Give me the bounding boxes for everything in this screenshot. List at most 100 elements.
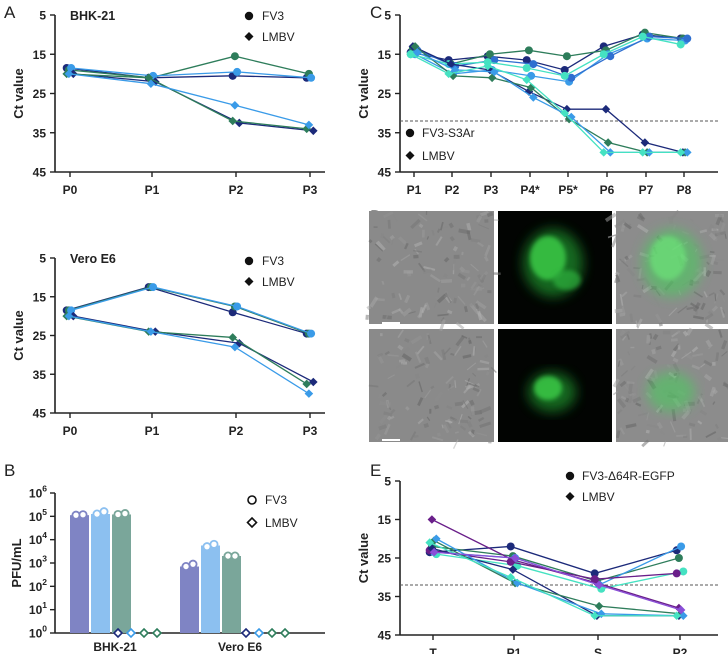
cell-speckle (406, 379, 416, 388)
cell-speckle (466, 276, 471, 282)
panel-letter-c: C (370, 3, 382, 22)
cell-speckle (621, 291, 628, 298)
y-tick-label: 5 (39, 252, 46, 266)
bar-group (70, 510, 89, 633)
data-point (490, 67, 499, 77)
cell-speckle (392, 260, 400, 268)
cell-speckle (677, 344, 681, 350)
legend-a2: FV3 LMBV (244, 254, 295, 289)
cell-speckle (659, 430, 665, 436)
cell-speckle (706, 319, 708, 323)
series-diamond-light_blue (64, 311, 314, 398)
y-tick-label: 35 (33, 368, 47, 382)
cell-speckle (417, 418, 424, 425)
cell-speckle (638, 412, 649, 417)
data-point-open-diamond (240, 627, 252, 639)
series-line (66, 73, 307, 130)
y-tick-label: 15 (378, 513, 392, 527)
legend-label-fv3: FV3 (262, 9, 284, 23)
cell-speckle (437, 287, 440, 293)
cell-speckle (621, 306, 626, 315)
data-point (233, 302, 242, 311)
cell-speckle (435, 236, 443, 247)
cell-speckle (476, 215, 483, 223)
y-tick-label: 5 (384, 475, 391, 489)
series-circle-navy (425, 542, 681, 578)
cell-speckle (446, 420, 452, 429)
data-point (599, 50, 608, 59)
cell-speckle (721, 339, 728, 350)
x-tick-label: P2 (229, 424, 244, 438)
legend-label-lmbv: LMBV (582, 490, 615, 504)
data-point (64, 311, 74, 321)
cell-speckle (472, 346, 476, 356)
legend-label-fv3-d64r-egfp: FV3-Δ64R-EGFP (582, 469, 675, 483)
cell-speckle (415, 373, 420, 379)
cell-speckle (614, 277, 620, 284)
x-tick-label: P8 (677, 183, 692, 197)
bar (180, 566, 199, 633)
data-point (432, 534, 441, 544)
series-diamond-violet (429, 547, 686, 615)
legend-marker-circle (244, 11, 254, 21)
legend-c: FV3-S3Ar LMBV (405, 126, 475, 163)
cell-speckle (454, 431, 459, 434)
data-point-open-circle (78, 510, 88, 520)
cell-speckle (692, 353, 703, 357)
cell-speckle (470, 406, 475, 416)
x-tick-label: P4* (520, 183, 540, 197)
cell-speckle (715, 352, 720, 362)
cell-speckle (689, 428, 692, 440)
cell-speckle (712, 226, 722, 238)
y-tick-exponent: 3 (42, 554, 47, 564)
cell-speckle (445, 375, 454, 385)
data-point (524, 46, 533, 55)
cell-speckle (413, 254, 419, 259)
series-line (66, 67, 307, 79)
data-point (594, 601, 604, 611)
legend-a1: FV3 LMBV (244, 9, 295, 44)
cell-speckle (418, 381, 423, 393)
cell-speckle (462, 354, 472, 359)
x-tick-label: P6 (600, 183, 615, 197)
y-tick-label: 104 (29, 530, 47, 547)
cell-speckle (476, 432, 488, 437)
cell-speckle (479, 421, 492, 429)
cell-speckle (646, 423, 659, 429)
cell-speckle (381, 280, 385, 285)
cell-speckle (391, 292, 396, 299)
cell-speckle (454, 380, 457, 388)
data-point (590, 569, 599, 578)
cell-speckle (655, 345, 662, 351)
cell-speckle (477, 241, 484, 248)
series-diamond-cyan (425, 538, 681, 621)
series-diamond-green (62, 311, 311, 389)
data-point (508, 565, 518, 574)
cell-speckle (719, 306, 725, 318)
bar (70, 515, 89, 633)
bar (91, 514, 110, 633)
y-tick-label: 103 (29, 554, 47, 571)
cell-speckle (441, 349, 447, 361)
data-point (640, 138, 650, 147)
legend-marker-diamond (565, 492, 575, 501)
data-point (560, 108, 569, 118)
data-point (451, 65, 460, 75)
cell-speckle (433, 303, 437, 308)
cell-speckle (457, 295, 466, 305)
cell-speckle (384, 350, 390, 356)
cell-speckle (410, 335, 423, 345)
cell-speckle (625, 397, 630, 403)
cell-speckle (632, 396, 642, 404)
cell-speckle (404, 338, 410, 343)
cell-speckle (682, 408, 687, 413)
cell-speckle (382, 236, 391, 244)
data-point (485, 50, 494, 59)
cell-speckle (455, 321, 465, 330)
cell-speckle (401, 353, 412, 362)
cell-speckle (617, 360, 621, 367)
y-axis-label: PFU/mL (9, 538, 24, 587)
cell-speckle (709, 250, 715, 254)
chart-a2-vero-e6: 5 15 25 35 45 P0 P1 P2 P3 Ct value (11, 252, 325, 438)
